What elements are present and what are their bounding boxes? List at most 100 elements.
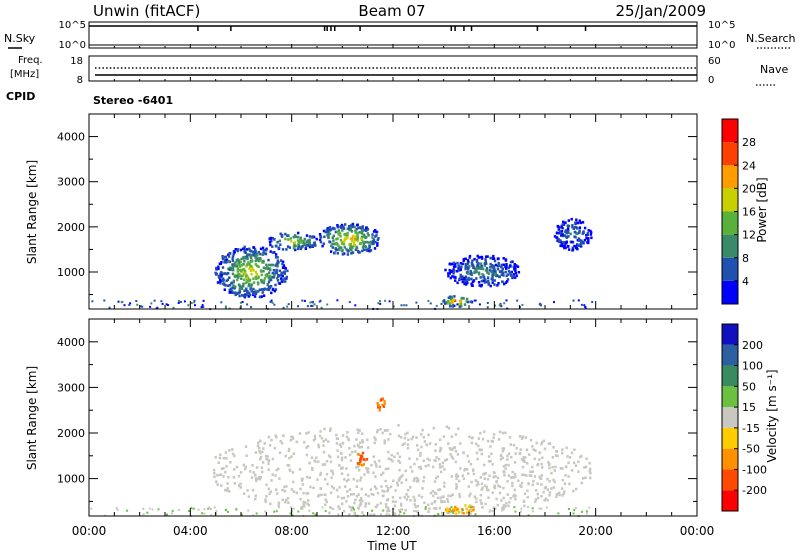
scatter-cell	[151, 508, 154, 511]
scatter-cell	[352, 506, 354, 509]
scatter-cell	[253, 254, 256, 257]
scatter-cell	[560, 234, 563, 237]
scatter-cell	[311, 466, 314, 470]
scatter-cell	[465, 278, 469, 282]
scatter-cell	[283, 272, 286, 275]
scatter-cell	[294, 248, 297, 252]
scatter-cell	[254, 259, 257, 263]
scatter-cell	[321, 463, 325, 466]
scatter-cell	[337, 513, 340, 516]
nsearch-label: N.Search	[746, 32, 796, 45]
scatter-cell	[341, 242, 344, 245]
scatter-cell	[338, 248, 341, 251]
scatter-cell	[368, 249, 371, 253]
scatter-cell	[459, 275, 463, 278]
scatter-cell	[454, 279, 457, 282]
y-tick-label: 1000	[57, 266, 85, 279]
scatter-cell	[504, 467, 507, 470]
scatter-cell	[142, 513, 145, 516]
scatter-cell	[255, 466, 259, 469]
scatter-cell	[257, 441, 260, 445]
scatter-cell	[469, 506, 472, 509]
scatter-cell	[248, 249, 252, 252]
scatter-cell	[263, 442, 266, 445]
scatter-cell	[353, 237, 357, 240]
scatter-cell	[501, 267, 504, 270]
scatter-cell	[278, 239, 282, 243]
scatter-cell	[481, 506, 484, 509]
scatter-cell	[360, 229, 364, 233]
scatter-cell	[572, 489, 575, 493]
scatter-cell	[328, 240, 331, 243]
scatter-cell	[506, 480, 509, 483]
scatter-cell	[350, 509, 353, 512]
scatter-cell	[235, 264, 239, 268]
scatter-cell	[397, 459, 400, 463]
power-ylabel: Slant Range [km]	[25, 160, 39, 264]
scatter-cell	[371, 236, 374, 239]
scatter-cell	[446, 302, 449, 305]
scatter-cell	[573, 230, 577, 234]
scatter-cell	[217, 461, 220, 464]
scatter-cell	[463, 468, 466, 472]
scatter-cell	[210, 514, 213, 517]
scatter-cell	[388, 300, 391, 303]
scatter-cell	[359, 460, 362, 463]
scatter-cell	[401, 443, 404, 447]
scatter-cell	[283, 270, 286, 273]
scatter-cell	[494, 263, 498, 267]
scatter-cell	[484, 502, 487, 506]
scatter-cell	[538, 458, 541, 461]
scatter-cell	[123, 304, 126, 307]
scatter-cell	[526, 489, 529, 493]
scatter-cell	[283, 277, 287, 280]
scatter-cell	[311, 468, 314, 471]
scatter-cell	[456, 269, 459, 273]
scatter-cell	[224, 255, 227, 259]
scatter-cell	[461, 474, 464, 477]
colorbar-frame	[721, 323, 739, 512]
scatter-cell	[410, 437, 413, 441]
scatter-cell	[473, 495, 476, 498]
scatter-cell	[547, 461, 550, 464]
scatter-cell	[243, 270, 247, 273]
scatter-cell	[301, 299, 304, 302]
scatter-cell	[226, 510, 229, 513]
scatter-cell	[539, 302, 542, 305]
scatter-cell	[275, 492, 279, 495]
scatter-cell	[450, 455, 453, 458]
scatter-cell	[451, 457, 455, 460]
scatter-cell	[258, 477, 262, 481]
scatter-cell	[521, 303, 524, 306]
scatter-cell	[349, 237, 352, 241]
scatter-cell	[445, 425, 449, 428]
scatter-cell	[228, 260, 231, 264]
scatter-cell	[335, 242, 338, 246]
scatter-cell	[153, 299, 156, 302]
scatter-cell	[565, 240, 568, 244]
scatter-cell	[308, 476, 312, 479]
scatter-cell	[579, 243, 582, 246]
scatter-cell	[239, 264, 242, 268]
scatter-cell	[235, 465, 239, 469]
scatter-cell	[489, 269, 492, 272]
scatter-cell	[339, 445, 343, 448]
scatter-cell	[557, 225, 560, 229]
scatter-cell	[258, 295, 262, 299]
scatter-cell	[260, 295, 264, 298]
scatter-cell	[532, 510, 534, 513]
scatter-cell	[254, 289, 257, 293]
scatter-cell	[574, 507, 577, 509]
scatter-cell	[504, 504, 507, 508]
scatter-cell	[332, 487, 335, 490]
scatter-cell	[491, 491, 494, 494]
scatter-cell	[281, 278, 285, 281]
scatter-cell	[511, 260, 514, 263]
scatter-cell	[272, 276, 276, 279]
scatter-cell	[505, 502, 508, 505]
scatter-cell	[487, 488, 490, 492]
scatter-cell	[366, 228, 370, 231]
scatter-cell	[492, 433, 496, 436]
scatter-cell	[443, 468, 446, 471]
scatter-cell	[507, 474, 511, 477]
